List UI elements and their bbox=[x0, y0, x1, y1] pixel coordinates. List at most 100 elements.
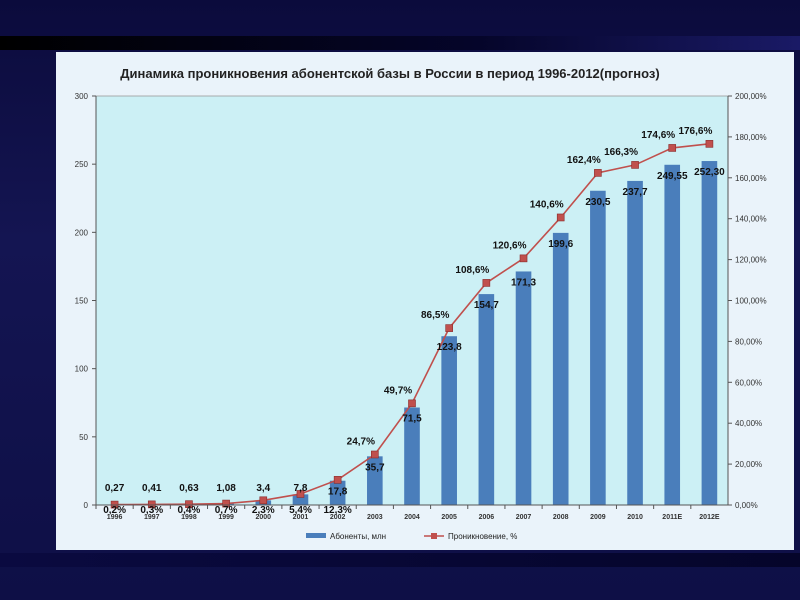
left-tick-label: 50 bbox=[79, 433, 88, 442]
bar bbox=[552, 232, 569, 505]
bar bbox=[404, 407, 420, 505]
bar bbox=[664, 164, 681, 506]
bar-labels-group: 0,27 0,41 0,63 1,08 3,4 7,8 17,8 35,7 71,5 123,8 1… bbox=[105, 167, 725, 498]
x-tick-label: 2004 bbox=[404, 514, 420, 521]
line-marker bbox=[185, 500, 193, 508]
x-tick-label: 2012E bbox=[699, 514, 720, 521]
top-decor-stripe bbox=[0, 36, 800, 50]
bar-value-label: 71,5 bbox=[402, 414, 422, 425]
right-tick-label: 20,00% bbox=[735, 460, 762, 469]
bar-value-label: 252,30 bbox=[694, 167, 725, 178]
pct-labels-group: 0,2% 0,3% 0,4% 0,7% 2,3% 5,4% 12,3% 24,7% 49,7% 8… bbox=[103, 126, 712, 516]
bar-value-label: 154,7 bbox=[474, 300, 499, 311]
right-y-axis: 0,00% 20,00% 40,00% 60,00% 80,00% 100,00% 120,… bbox=[727, 92, 767, 510]
bar-value-label: 3,4 bbox=[256, 483, 270, 494]
left-tick-label: 250 bbox=[75, 160, 89, 169]
bar-value-label: 230,5 bbox=[585, 197, 610, 208]
bar-value-label: 237,7 bbox=[623, 187, 648, 198]
bar-value-label: 171,3 bbox=[511, 277, 536, 288]
pct-value-label: 86,5% bbox=[421, 310, 449, 321]
right-tick-label: 160,00% bbox=[735, 174, 767, 183]
right-tick-label: 200,00% bbox=[735, 92, 767, 101]
pct-value-label: 12,3% bbox=[323, 505, 351, 516]
legend-bar-label: Абоненты, млн bbox=[330, 532, 386, 541]
x-axis-ticks: 1996 1997 1998 1999 2000 2001 2002 2003 2004 2005… bbox=[95, 504, 728, 521]
left-tick-label: 200 bbox=[75, 228, 89, 237]
pct-value-label: 108,6% bbox=[455, 265, 489, 276]
bar-value-label: 35,7 bbox=[365, 462, 385, 473]
x-tick-label: 1996 bbox=[107, 514, 123, 521]
bar-value-label: 0,63 bbox=[179, 483, 199, 494]
line-marker bbox=[482, 279, 491, 287]
left-tick-label: 300 bbox=[75, 92, 89, 101]
bar bbox=[367, 456, 383, 505]
bar-value-label: 17,8 bbox=[328, 487, 348, 498]
pct-value-label: 166,3% bbox=[604, 147, 638, 158]
bar-value-label: 123,8 bbox=[437, 342, 462, 353]
pct-value-label: 162,4% bbox=[567, 155, 601, 166]
left-tick-label: 100 bbox=[75, 365, 89, 374]
bottom-decor-stripe bbox=[0, 553, 800, 567]
pct-value-label: 49,7% bbox=[384, 385, 412, 396]
legend: Абоненты, млн Проникновение, % bbox=[306, 532, 517, 541]
line-marker bbox=[705, 140, 714, 148]
bar bbox=[329, 480, 346, 505]
legend-bar-swatch bbox=[306, 533, 326, 538]
pct-value-label: 120,6% bbox=[493, 240, 527, 251]
x-tick-label: 2003 bbox=[367, 514, 383, 521]
x-tick-label: 2002 bbox=[330, 514, 346, 521]
line-marker bbox=[556, 213, 565, 222]
pct-value-label: 140,6% bbox=[530, 199, 564, 210]
line-marker bbox=[519, 254, 528, 263]
bar bbox=[478, 294, 495, 505]
bar-value-label: 199,6 bbox=[548, 239, 573, 250]
x-tick-label: 2000 bbox=[256, 514, 272, 521]
bar bbox=[590, 190, 606, 506]
line-marker bbox=[147, 500, 156, 509]
chart-title: Динамика проникновения абонентской базы … bbox=[120, 66, 659, 81]
pct-value-label: 24,7% bbox=[347, 436, 375, 447]
line-marker bbox=[333, 476, 342, 484]
pct-value-label: 0,3% bbox=[140, 505, 163, 516]
line-marker bbox=[445, 324, 453, 332]
x-tick-label: 2011E bbox=[662, 514, 682, 521]
legend-line-label: Проникновение, % bbox=[448, 532, 517, 541]
bar bbox=[627, 180, 643, 505]
bar-value-label: 0,27 bbox=[105, 483, 125, 494]
line-marker bbox=[594, 169, 602, 177]
line-marker bbox=[631, 161, 639, 169]
x-tick-label: 2006 bbox=[479, 514, 495, 521]
bar-value-label: 249,55 bbox=[657, 171, 688, 182]
right-tick-label: 40,00% bbox=[735, 419, 762, 428]
line-marker bbox=[259, 496, 268, 505]
right-tick-label: 140,00% bbox=[735, 215, 767, 224]
right-tick-label: 60,00% bbox=[735, 378, 762, 387]
bar bbox=[292, 494, 309, 505]
pct-value-label: 0,4% bbox=[178, 505, 201, 516]
line-marker bbox=[371, 450, 379, 459]
line-marker bbox=[668, 144, 677, 152]
pct-value-label: 0,7% bbox=[215, 505, 238, 516]
x-tick-label: 2005 bbox=[441, 514, 457, 521]
chart-svg: Динамика проникновения абонентской базы … bbox=[75, 66, 767, 541]
line-marker bbox=[222, 499, 230, 508]
x-tick-label: 2008 bbox=[553, 514, 569, 521]
right-tick-label: 100,00% bbox=[735, 297, 767, 306]
bar bbox=[515, 271, 532, 505]
right-tick-label: 180,00% bbox=[735, 133, 767, 142]
bar-value-label: 0,41 bbox=[142, 483, 162, 494]
pct-value-label: 174,6% bbox=[641, 130, 675, 141]
x-tick-label: 1998 bbox=[181, 514, 197, 521]
x-tick-label: 2001 bbox=[293, 514, 309, 521]
pct-value-label: 0,2% bbox=[103, 505, 126, 516]
pct-value-label: 2,3% bbox=[252, 505, 275, 516]
x-tick-label: 1999 bbox=[218, 514, 234, 521]
slide-panel: Динамика проникновения абонентской базы … bbox=[56, 52, 794, 550]
pct-value-label: 5,4% bbox=[289, 505, 312, 516]
bar bbox=[701, 161, 718, 505]
left-y-axis: 0 50 100 150 200 250 300 bbox=[75, 92, 97, 510]
left-tick-label: 150 bbox=[75, 297, 89, 306]
x-tick-label: 2010 bbox=[627, 514, 643, 521]
left-tick-label: 0 bbox=[84, 501, 89, 510]
right-tick-label: 120,00% bbox=[735, 256, 767, 265]
